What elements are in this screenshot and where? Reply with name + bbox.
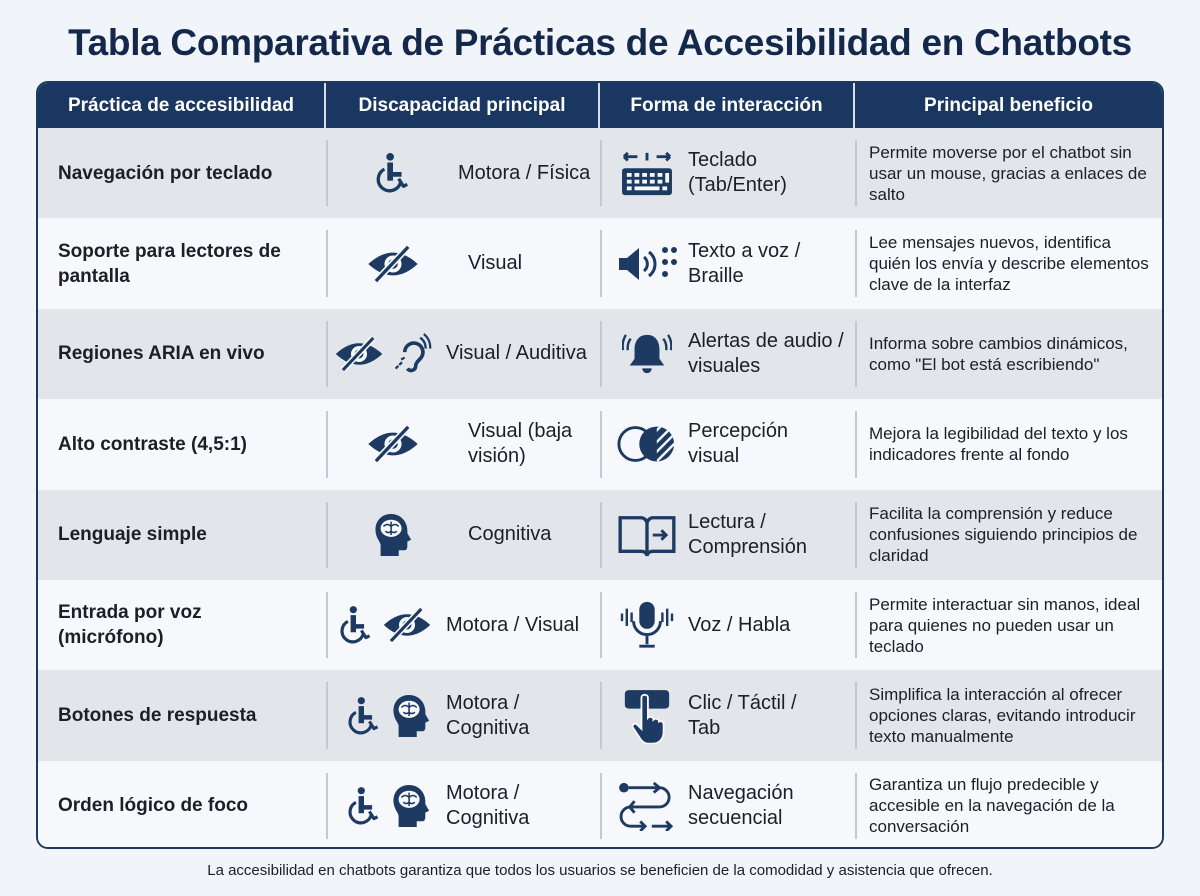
speaker-braille-icon [617,244,677,284]
practice-cell: Orden lógico de foco [58,795,249,817]
practice-cell: Navegación por teclado [58,162,273,184]
disability-cell: Visual / Auditiva [326,309,600,399]
practice-cell: Regiones ARIA en vivo [58,343,265,365]
disability-cell: Motora / Cognitiva [326,670,600,760]
practice-cell: Soporte para lectores de pantalla [58,240,281,287]
interaction-cell: Lectura / Comprensión [600,490,855,580]
table-row: Botones de respuesta Motora / Cognitiva … [38,670,1162,761]
disability-text: Motora / Cognitiva [446,781,530,829]
table-row: Soporte para lectores de pantalla Visual… [38,218,1162,309]
disability-cell: Visual (baja visión) [326,399,600,489]
header-benefit: Principal beneficio [924,94,1093,116]
interaction-text: Texto a voz / Braille [688,239,801,287]
eye-slash-icon [382,607,432,643]
interaction-text: Alertas de audio / visuales [688,329,844,377]
disability-text: Motora / Visual [446,613,580,636]
table-row: Regiones ARIA en vivo Visual / Auditiva … [38,308,1162,400]
interaction-text: Voz / Habla [688,613,791,636]
disability-cell: Cognitiva [326,490,600,580]
interaction-cell: Teclado (Tab/Enter) [600,128,855,218]
eye-slash-icon [366,425,420,463]
interaction-cell: Texto a voz / Braille [600,218,855,308]
disability-cell: Motora / Cognitiva [326,761,600,847]
interaction-text: Percepción visual [688,420,789,468]
benefit-cell: Permite interactuar sin manos, ideal par… [855,580,1162,670]
page-title: Tabla Comparativa de Prácticas de Accesi… [68,22,1132,63]
brain-head-icon [390,693,432,739]
hearing-icon [392,332,432,376]
practice-cell: Alto contraste (4,5:1) [58,433,247,455]
table-row: Orden lógico de foco Motora / Cognitiva … [38,760,1162,847]
disability-text: Motora / Física [458,161,591,184]
wheelchair-icon [346,695,382,737]
eye-slash-icon [334,336,384,372]
header-disability: Discapacidad principal [326,83,600,128]
disability-text: Motora / Cognitiva [446,691,530,739]
interaction-cell: Alertas de audio / visuales [600,309,855,399]
disability-text: Visual (baja visión) [468,420,573,468]
book-icon [618,512,676,558]
wheelchair-icon [346,785,382,827]
disability-text: Cognitiva [468,523,552,546]
header-interaction: Forma de interacción [600,83,855,128]
table-row: Entrada por voz (micrófono) Motora / Vis… [38,579,1162,671]
disability-cell: Motora / Visual [326,580,600,670]
interaction-cell: Clic / Táctil / Tab [600,670,855,760]
interaction-cell: Navegación secuencial [600,761,855,847]
interaction-cell: Percepción visual [600,399,855,489]
benefit-cell: Lee mensajes nuevos, identifica quién lo… [855,218,1162,308]
practice-cell: Entrada por voz (micrófono) [58,602,202,649]
benefit-cell: Permite moverse por el chatbot sin usar … [855,128,1162,218]
table-header: Práctica de accesibilidad Discapacidad p… [38,83,1162,128]
brain-head-icon [390,783,432,829]
table-row: Navegación por teclado Motora / Física T… [38,128,1162,219]
footer-note: La accesibilidad en chatbots garantiza q… [207,862,993,879]
disability-text: Visual [468,252,523,275]
wheelchair-icon [374,151,412,195]
bell-icon [622,331,672,377]
brain-head-icon [372,512,414,558]
benefit-cell: Garantiza un flujo predecible y accesibl… [855,761,1162,847]
contrast-icon [616,424,678,464]
interaction-text: Clic / Táctil / Tab [688,691,797,739]
interaction-text: Teclado (Tab/Enter) [688,149,787,197]
benefit-cell: Facilita la comprensión y reduce confusi… [855,490,1162,580]
tap-icon [623,688,671,744]
disability-text: Visual / Auditiva [446,342,587,365]
interaction-text: Lectura / Comprensión [688,510,807,558]
interaction-text: Navegación secuencial [688,781,794,829]
interaction-cell: Voz / Habla [600,580,855,670]
disability-cell: Motora / Física [326,128,600,218]
table-row: Alto contraste (4,5:1) Visual (baja visi… [38,399,1162,490]
microphone-icon [618,600,676,650]
disability-cell: Visual [326,218,600,308]
header-practice: Práctica de accesibilidad [38,83,326,128]
benefit-cell: Informa sobre cambios dinámicos, como "E… [855,309,1162,399]
wheelchair-icon [338,604,374,646]
keyboard-icon [620,149,674,197]
benefit-cell: Mejora la legibilidad del texto y los in… [855,399,1162,489]
sequence-icon [618,781,676,831]
practice-cell: Botones de respuesta [58,705,257,727]
benefit-cell: Simplifica la interacción al ofrecer opc… [855,670,1162,760]
comparison-table: Práctica de accesibilidad Discapacidad p… [36,81,1164,849]
practice-cell: Lenguaje simple [58,524,207,546]
table-row: Lenguaje simple Cognitiva Lectura / Comp… [38,489,1162,580]
eye-slash-icon [366,245,420,283]
